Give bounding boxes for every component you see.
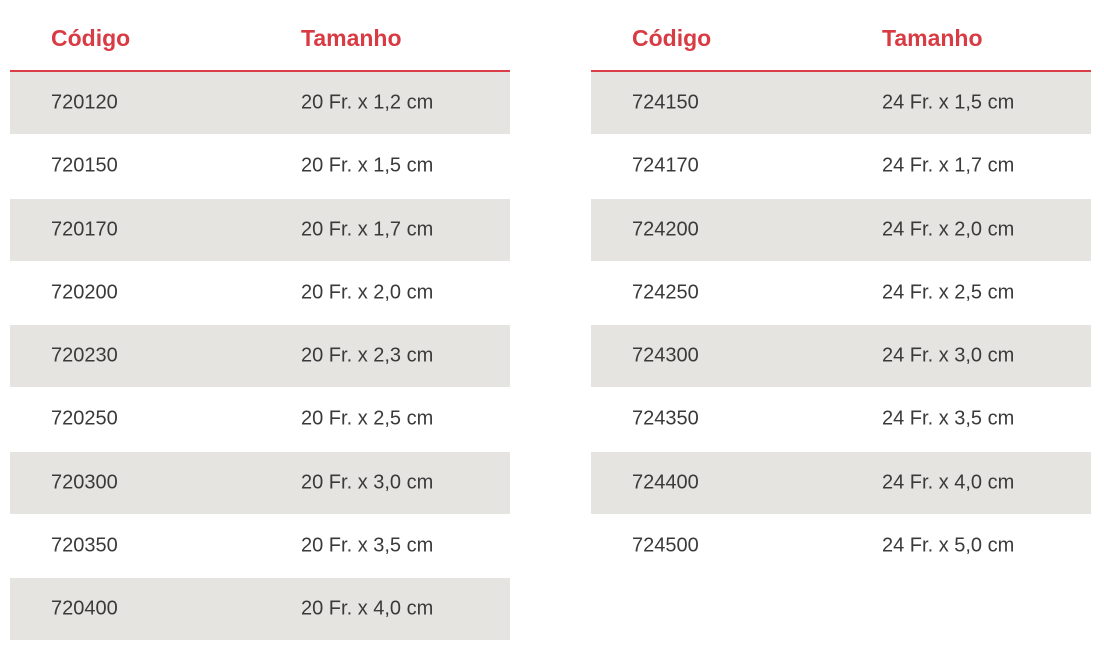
table-row: 724400 24 Fr. x 4,0 cm — [591, 451, 1091, 514]
table-row: 724150 24 Fr. x 1,5 cm — [591, 72, 1091, 134]
table-row: 720400 20 Fr. x 4,0 cm — [10, 578, 510, 641]
table-row: 724200 24 Fr. x 2,0 cm — [591, 198, 1091, 261]
cell-code: 724200 — [632, 218, 699, 241]
cell-code: 724250 — [632, 281, 699, 304]
table-header: Código Tamanho — [10, 0, 510, 72]
cell-size: 24 Fr. x 2,0 cm — [882, 218, 1015, 241]
cell-code: 720120 — [51, 91, 118, 114]
cell-code: 724400 — [632, 471, 699, 494]
header-size: Tamanho — [882, 25, 983, 51]
cell-code: 724500 — [632, 534, 699, 557]
cell-size: 24 Fr. x 1,7 cm — [882, 154, 1015, 177]
table-row: 720200 20 Fr. x 2,0 cm — [10, 262, 510, 324]
table-body: 724150 24 Fr. x 1,5 cm 724170 24 Fr. x 1,7 … — [591, 72, 1091, 577]
cell-size: 20 Fr. x 2,5 cm — [301, 407, 434, 430]
cell-code: 720250 — [51, 407, 118, 430]
cell-size: 24 Fr. x 5,0 cm — [882, 534, 1015, 557]
cell-code: 720400 — [51, 597, 118, 620]
cell-size: 20 Fr. x 3,5 cm — [301, 534, 434, 557]
cell-size: 20 Fr. x 1,2 cm — [301, 91, 434, 114]
table-body: 720120 20 Fr. x 1,2 cm 720150 20 Fr. x 1,5 … — [10, 72, 510, 641]
header-code: Código — [51, 25, 131, 51]
cell-size: 24 Fr. x 3,0 cm — [882, 344, 1015, 367]
cell-code: 720300 — [51, 471, 118, 494]
table-row: 724250 24 Fr. x 2,5 cm — [591, 262, 1091, 324]
table-header: Código Tamanho — [591, 0, 1091, 72]
cell-code: 724300 — [632, 344, 699, 367]
table-row: 724350 24 Fr. x 3,5 cm — [591, 388, 1091, 450]
product-table-20fr: Código Tamanho 720120 20 Fr. x 1,2 cm 7201… — [10, 0, 510, 642]
cell-code: 720230 — [51, 344, 118, 367]
cell-code: 724170 — [632, 154, 699, 177]
table-row: 724170 24 Fr. x 1,7 cm — [591, 135, 1091, 197]
cell-size: 20 Fr. x 4,0 cm — [301, 597, 434, 620]
cell-code: 720170 — [51, 218, 118, 241]
cell-size: 24 Fr. x 4,0 cm — [882, 471, 1015, 494]
table-row: 724500 24 Fr. x 5,0 cm — [591, 515, 1091, 577]
table-row: 720350 20 Fr. x 3,5 cm — [10, 515, 510, 577]
table-row: 720250 20 Fr. x 2,5 cm — [10, 388, 510, 450]
cell-size: 20 Fr. x 1,7 cm — [301, 218, 434, 241]
cell-code: 720150 — [51, 154, 118, 177]
cell-size: 20 Fr. x 1,5 cm — [301, 154, 434, 177]
table-row: 720170 20 Fr. x 1,7 cm — [10, 198, 510, 261]
cell-size: 24 Fr. x 3,5 cm — [882, 407, 1015, 430]
header-size: Tamanho — [301, 25, 402, 51]
cell-size: 20 Fr. x 3,0 cm — [301, 471, 434, 494]
header-code: Código — [632, 25, 712, 51]
cell-code: 720200 — [51, 281, 118, 304]
cell-code: 724150 — [632, 91, 699, 114]
table-row: 720300 20 Fr. x 3,0 cm — [10, 451, 510, 514]
cell-size: 24 Fr. x 2,5 cm — [882, 281, 1015, 304]
cell-code: 720350 — [51, 534, 118, 557]
table-row: 720120 20 Fr. x 1,2 cm — [10, 72, 510, 134]
table-row: 724300 24 Fr. x 3,0 cm — [591, 325, 1091, 388]
cell-code: 724350 — [632, 407, 699, 430]
product-table-24fr: Código Tamanho 724150 24 Fr. x 1,5 cm 7241… — [591, 0, 1091, 578]
cell-size: 20 Fr. x 2,0 cm — [301, 281, 434, 304]
cell-size: 24 Fr. x 1,5 cm — [882, 91, 1015, 114]
cell-size: 20 Fr. x 2,3 cm — [301, 344, 434, 367]
table-row: 720150 20 Fr. x 1,5 cm — [10, 135, 510, 197]
table-row: 720230 20 Fr. x 2,3 cm — [10, 325, 510, 388]
